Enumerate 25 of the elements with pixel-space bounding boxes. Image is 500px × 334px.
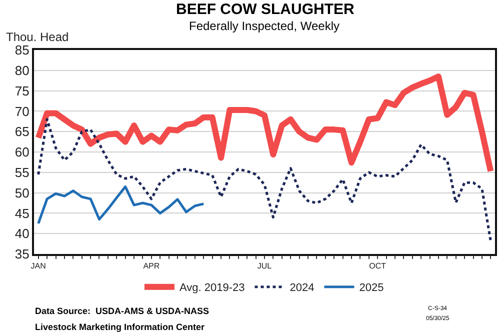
y-tick-label: 70 [14, 104, 30, 119]
x-tick-label: JUL [257, 262, 272, 271]
legend-label: Avg. 2019-23 [180, 282, 245, 294]
y-tick-label: 40 [14, 226, 30, 242]
y-tick-label: 85 [14, 42, 30, 58]
y-tick-label: 80 [14, 62, 30, 78]
y-tick-label: 45 [14, 206, 30, 221]
chart-subtitle: Federally Inspected, Weekly [189, 19, 340, 33]
y-tick-label: 50 [14, 185, 30, 200]
y-tick-label: 60 [14, 144, 30, 160]
chart-title: BEEF COW SLAUGHTER [176, 1, 354, 18]
y-axis-title: Thou. Head [6, 30, 69, 44]
y-tick-label: 65 [14, 124, 30, 140]
legend-label: 2025 [359, 282, 384, 294]
y-tick-label: 55 [14, 164, 30, 180]
x-tick-label: JAN [30, 262, 46, 271]
legend-label: 2024 [290, 282, 314, 294]
y-tick-label: 35 [14, 246, 30, 262]
y-tick-label: 75 [14, 83, 30, 98]
text: Livestock Marketing Information Center [35, 322, 206, 332]
line-series [37, 185, 205, 225]
line-series [37, 118, 492, 242]
x-tick-label: OCT [369, 262, 386, 271]
x-tick-label: APR [143, 262, 160, 271]
source-note: Data Source: USDA-AMS & USDA-NASS [35, 306, 210, 316]
